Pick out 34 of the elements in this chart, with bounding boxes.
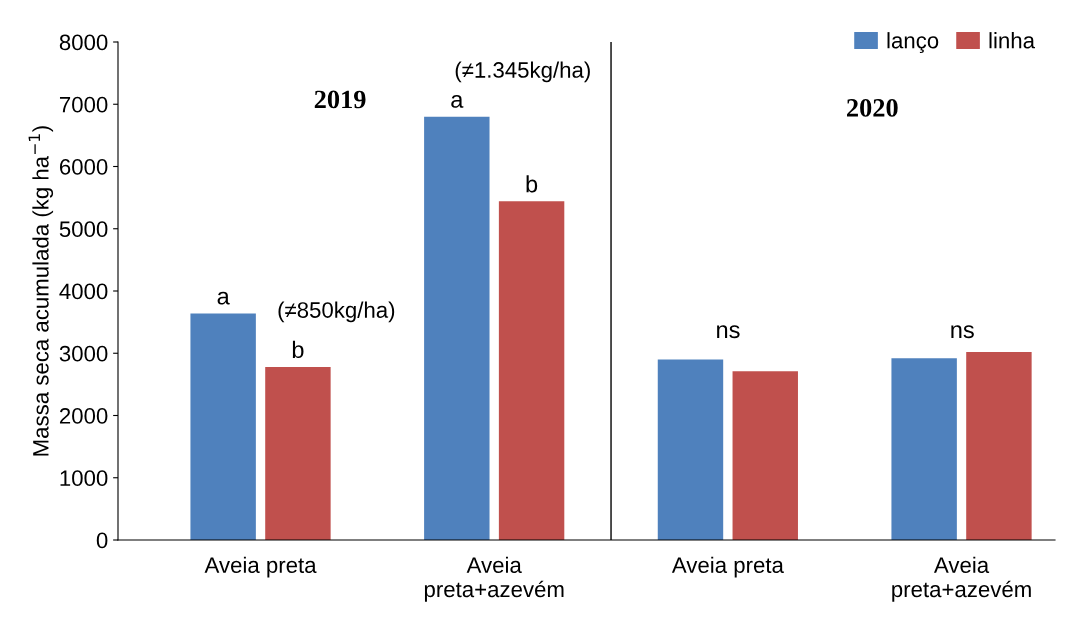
bar [657,359,724,540]
x-tick-label: Aveia preta [204,556,317,578]
annotation: ns [717,325,740,339]
bar [732,371,798,540]
bar [190,313,256,540]
legend-label: lanço [887,32,939,53]
annotation: (≠1.345kg/ha) [455,61,590,83]
data-label: b [526,175,538,193]
y-tick-label: 3000 [59,345,108,362]
annotation: 2020 [847,99,898,117]
annotation: ns [951,325,974,339]
y-tick-label: 6000 [59,159,108,175]
data-label: a [217,291,230,305]
bar [265,366,331,540]
x-tick-label: Aveia preta+azevém [424,556,564,602]
y-axis-title: Massa seca acumulada (kg ha$^{−1}$) [28,126,54,456]
y-tick-label: 1000 [60,470,108,487]
bar [498,201,565,540]
bar [966,352,1032,540]
annotation: (≠850kg/ha) [278,301,395,323]
y-tick-label: 0 [96,532,108,549]
bar [424,116,490,540]
bar [891,358,957,540]
y-tick-label: 8000 [59,34,108,51]
y-tick-label: 4000 [59,283,108,300]
legend-label: linha [989,32,1035,49]
data-label: b [292,340,304,359]
annotation: 2019 [314,90,366,109]
y-tick-label: 7000 [59,96,108,113]
y-tick-label: 5000 [59,221,108,238]
x-tick-label: Aveia preta+azevém [892,556,1031,602]
x-tick-label: Aveia preta [671,556,784,578]
y-tick-label: 2000 [59,408,108,424]
data-label: a [451,94,464,108]
